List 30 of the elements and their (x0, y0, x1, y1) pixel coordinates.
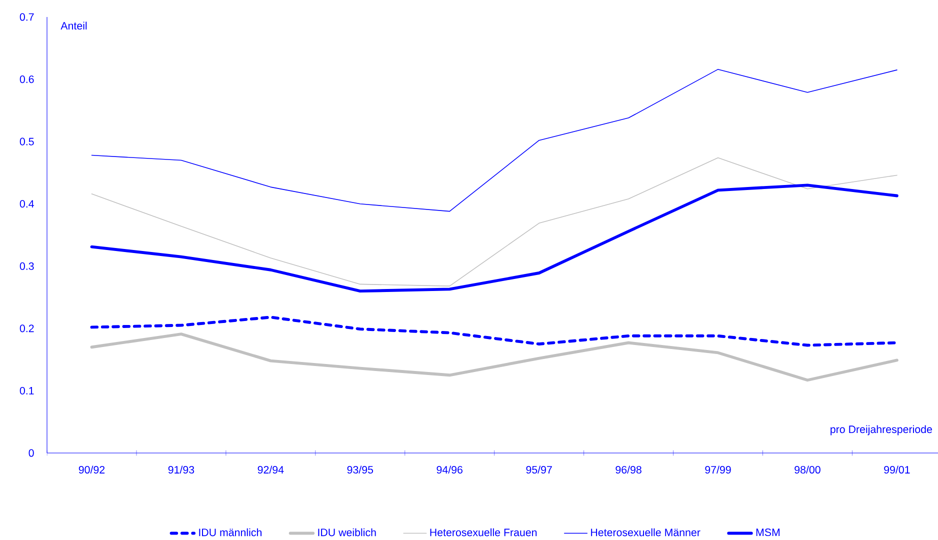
y-tick-label: 0.6 (20, 76, 34, 84)
y-tick-label: 0.7 (20, 13, 34, 21)
x-tick-label: 96/98 (616, 466, 642, 474)
x-axis-title: pro Dreijahresperiode (830, 425, 932, 436)
x-tick-label: 90/92 (78, 466, 105, 474)
y-tick-label: 0.4 (20, 200, 34, 208)
legend-label: IDU männlich (199, 528, 262, 536)
x-tick-label: 97/99 (705, 466, 731, 474)
y-tick-label: 0.2 (20, 324, 34, 332)
legend-label: MSM (756, 528, 780, 536)
y-tick-label: 0.3 (20, 262, 34, 270)
y-tick-label: 0 (28, 449, 34, 457)
y-axis-title: Anteil (60, 22, 87, 30)
line-series (90, 184, 898, 293)
x-tick-label: 93/95 (347, 466, 374, 474)
legend-label: Heterosexuelle Frauen (430, 528, 537, 536)
x-tick-label: 94/96 (436, 466, 462, 474)
line-series (91, 68, 898, 212)
y-tick-label: 0.5 (20, 138, 34, 146)
y-tick-label: 0.1 (20, 386, 34, 394)
x-tick-label: 95/97 (526, 466, 552, 474)
x-tick-label: 92/94 (258, 466, 284, 474)
x-tick-label: 99/01 (884, 466, 910, 474)
x-tick-label: 91/93 (168, 466, 194, 474)
x-tick-label: 98/00 (794, 466, 820, 474)
line-series (90, 316, 898, 347)
line-series (91, 157, 898, 286)
legend-label: Heterosexuelle Männer (591, 528, 700, 536)
line-series (90, 332, 898, 382)
legend-label: IDU weiblich (318, 528, 376, 536)
